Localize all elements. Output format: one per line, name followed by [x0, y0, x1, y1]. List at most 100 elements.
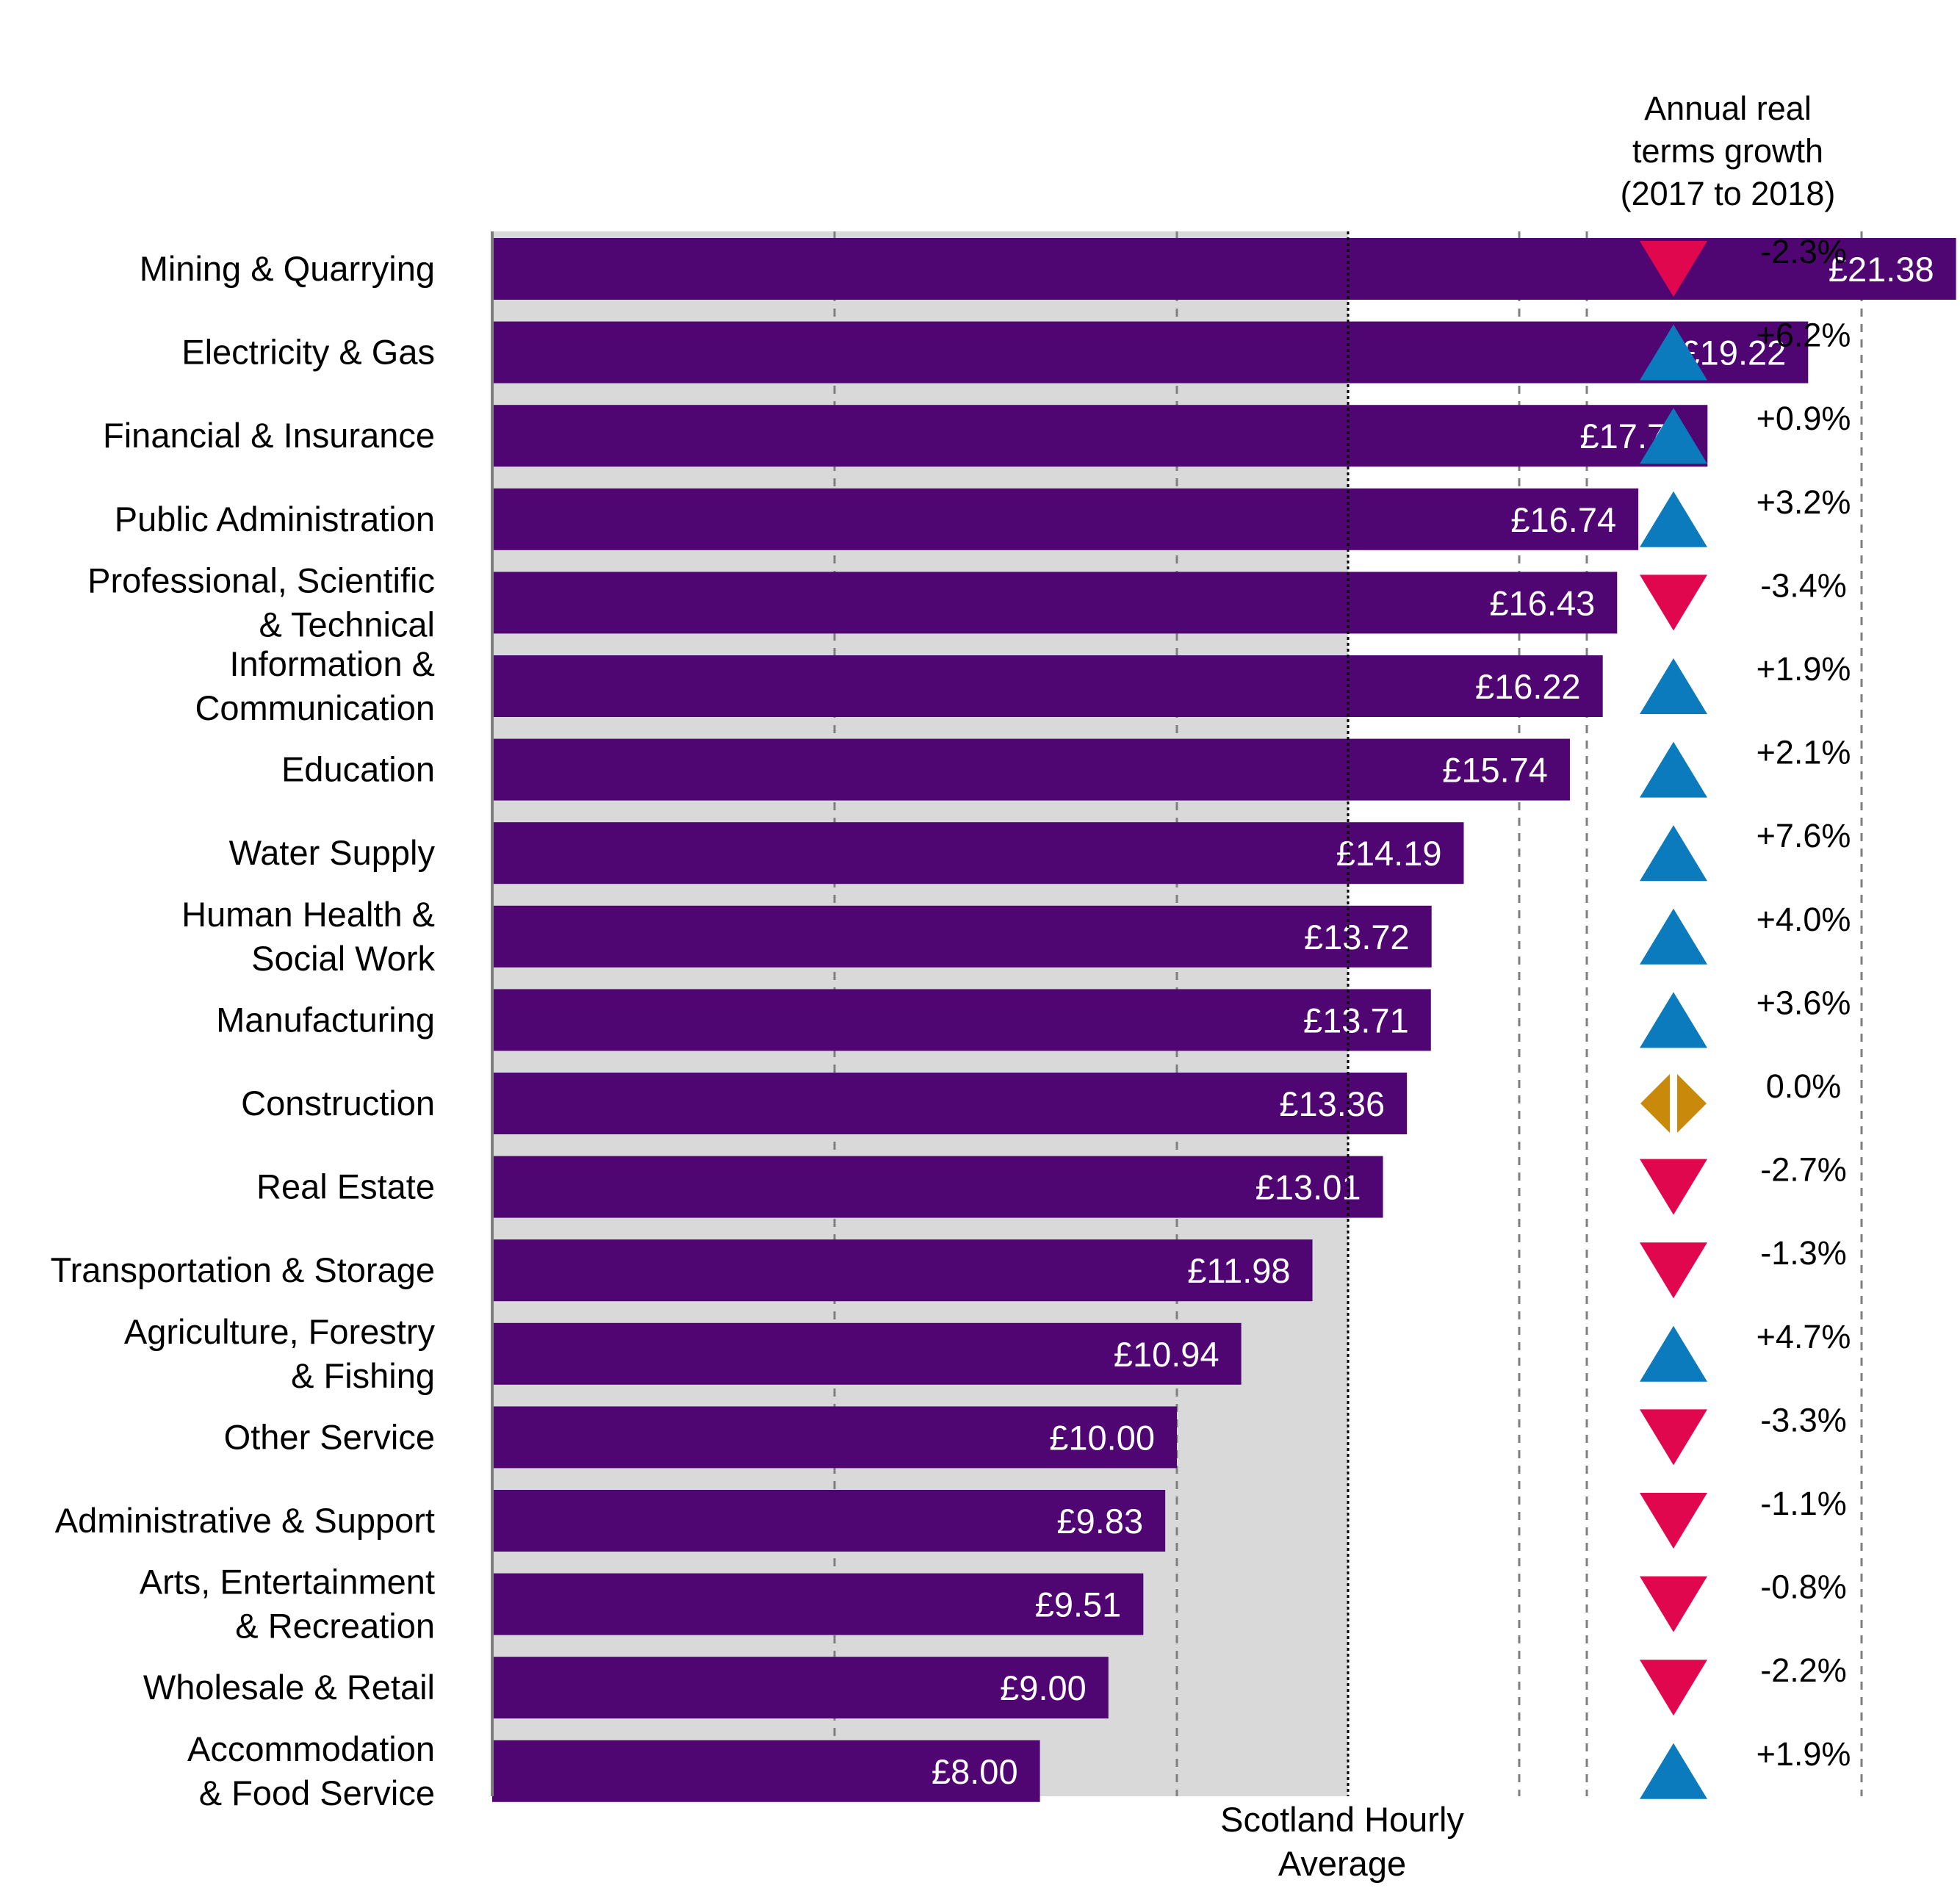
- bar-4: [492, 572, 1618, 634]
- growth-down-arrow-icon-15: [1640, 1493, 1707, 1549]
- category-label-9: Manufacturing: [216, 1000, 435, 1039]
- value-label-12: £11.98: [1187, 1251, 1290, 1290]
- category-label-5-line-0: Information &: [229, 644, 435, 683]
- category-label-18-line-0: Accommodation: [187, 1729, 435, 1768]
- value-label-7: £14.19: [1336, 834, 1442, 873]
- value-label-13: £10.94: [1114, 1335, 1219, 1374]
- growth-label-7: +7.6%: [1757, 817, 1851, 854]
- category-label-18-line-1: & Food Service: [199, 1773, 435, 1812]
- category-label-16-line-0: Arts, Entertainment: [140, 1563, 435, 1602]
- growth-label-6: +2.1%: [1757, 734, 1851, 771]
- bar-5: [492, 655, 1603, 717]
- growth-label-13: +4.7%: [1757, 1318, 1851, 1355]
- category-label-5-line-1: Communication: [195, 688, 435, 727]
- bar-11: [492, 1156, 1383, 1218]
- value-label-3: £16.74: [1510, 500, 1616, 539]
- growth-up-arrow-icon-9: [1640, 992, 1707, 1048]
- category-label-12: Transportation & Storage: [51, 1250, 435, 1289]
- category-label-3: Public Administration: [115, 500, 435, 539]
- bar-3: [492, 488, 1639, 550]
- growth-up-arrow-icon-3: [1640, 491, 1707, 547]
- category-label-4-line-1: & Technical: [259, 605, 436, 644]
- bar-6: [492, 738, 1570, 801]
- bar-10: [492, 1073, 1408, 1134]
- category-label-15: Administrative & Support: [55, 1501, 435, 1540]
- average-reference: Scotland Hourly Average: [491, 231, 1464, 1883]
- category-label-0: Mining & Quarrying: [140, 249, 435, 288]
- growth-up-arrow-icon-7: [1640, 825, 1707, 882]
- growth-up-arrow-icon-6: [1640, 741, 1707, 798]
- bar-17: [492, 1657, 1109, 1719]
- value-label-11: £13.01: [1255, 1168, 1361, 1207]
- bar-14: [492, 1406, 1177, 1469]
- category-label-13-line-1: & Fishing: [291, 1356, 435, 1395]
- growth-down-arrow-icon-0: [1640, 241, 1707, 297]
- category-label-13-line-0: Agriculture, Forestry: [124, 1312, 436, 1351]
- category-label-17: Wholesale & Retail: [143, 1668, 435, 1707]
- value-label-14: £10.00: [1049, 1418, 1155, 1457]
- growth-label-2: +0.9%: [1757, 400, 1851, 437]
- category-label-1: Electricity & Gas: [181, 333, 435, 372]
- value-label-4: £16.43: [1490, 583, 1596, 622]
- value-label-15: £9.83: [1057, 1502, 1144, 1541]
- category-label-14: Other Service: [224, 1417, 435, 1456]
- bars: £21.38£19.22£17.75£16.74£16.43£16.22£15.…: [492, 238, 1956, 1802]
- growth-label-4: -3.4%: [1760, 566, 1847, 604]
- category-label-2: Financial & Insurance: [103, 416, 435, 455]
- growth-up-arrow-icon-2: [1640, 408, 1707, 464]
- growth-label-16: -0.8%: [1760, 1568, 1847, 1606]
- growth-header-line-0: Annual real: [1644, 90, 1812, 127]
- bar-16: [492, 1573, 1144, 1635]
- bar-9: [492, 989, 1431, 1051]
- category-labels: Mining & Quarrying Electricity & Gas Finan…: [51, 249, 436, 1812]
- growth-header-line-1: terms growth: [1632, 132, 1823, 170]
- growth-label-12: -1.3%: [1760, 1234, 1847, 1272]
- bar-15: [492, 1490, 1166, 1552]
- growth-label-9: +3.6%: [1757, 984, 1851, 1021]
- growth-label-18: +1.9%: [1757, 1735, 1851, 1773]
- value-label-16: £9.51: [1035, 1585, 1122, 1624]
- growth-down-arrow-icon-4: [1640, 574, 1707, 631]
- value-label-6: £15.74: [1442, 751, 1548, 790]
- bar-2: [492, 405, 1708, 467]
- growth-label-10: 0.0%: [1766, 1067, 1842, 1105]
- category-label-8-line-0: Human Health &: [181, 895, 435, 934]
- growth-label-15: -1.1%: [1760, 1485, 1847, 1522]
- growth-up-arrow-icon-5: [1640, 658, 1707, 714]
- category-label-8-line-1: Social Work: [251, 939, 435, 978]
- growth-label-0: -2.3%: [1760, 233, 1847, 270]
- value-label-0: £21.38: [1829, 250, 1934, 289]
- growth-header-line-2: (2017 to 2018): [1621, 175, 1836, 212]
- average-label-line-1: Average: [1278, 1844, 1406, 1883]
- growth-header: Annual real terms growth (2017 to 2018): [1621, 90, 1836, 212]
- growth-down-arrow-icon-17: [1640, 1660, 1707, 1716]
- bar-7: [492, 822, 1464, 885]
- growth-label-8: +4.0%: [1757, 901, 1851, 938]
- value-label-17: £9.00: [1000, 1668, 1087, 1707]
- growth-up-arrow-icon-1: [1640, 324, 1707, 381]
- category-label-6: Education: [281, 750, 435, 789]
- growth-down-arrow-icon-14: [1640, 1409, 1707, 1466]
- growth-flat-right-icon-10: [1677, 1074, 1707, 1133]
- bar-18: [492, 1740, 1040, 1802]
- growth-label-17: -2.2%: [1760, 1652, 1847, 1689]
- bar-12: [492, 1239, 1313, 1302]
- growth-label-14: -3.3%: [1760, 1401, 1847, 1438]
- growth-label-1: +6.2%: [1757, 317, 1851, 354]
- growth-down-arrow-icon-11: [1640, 1159, 1707, 1215]
- category-label-7: Water Supply: [229, 833, 436, 872]
- category-label-10: Construction: [241, 1084, 435, 1123]
- category-label-4-line-0: Professional, Scientific: [87, 561, 435, 599]
- growth-flat-left-icon-10: [1640, 1074, 1670, 1133]
- value-label-18: £8.00: [932, 1752, 1018, 1791]
- growth-down-arrow-icon-16: [1640, 1576, 1707, 1632]
- growth-label-3: +3.2%: [1757, 483, 1851, 521]
- growth-down-arrow-icon-12: [1640, 1242, 1707, 1299]
- value-label-9: £13.71: [1303, 1001, 1409, 1040]
- growth-column: -2.3% +6.2% +0.9% +3.2% -3.4% +1.9% +2.1% +7.6%…: [1640, 233, 1851, 1799]
- growth-up-arrow-icon-8: [1640, 908, 1707, 965]
- bar-8: [492, 905, 1432, 968]
- value-label-10: £13.36: [1279, 1084, 1385, 1123]
- bar-13: [492, 1322, 1242, 1385]
